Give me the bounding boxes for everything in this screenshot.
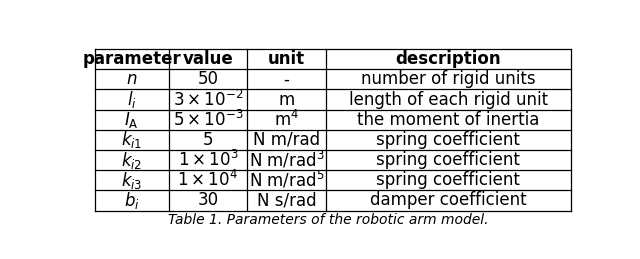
Text: number of rigid units: number of rigid units xyxy=(361,70,536,88)
Text: $n$: $n$ xyxy=(126,70,138,88)
Text: 30: 30 xyxy=(197,191,218,210)
Text: N m/rad$^3$: N m/rad$^3$ xyxy=(249,149,324,171)
Text: 50: 50 xyxy=(198,70,218,88)
Text: $k_{i1}$: $k_{i1}$ xyxy=(121,130,143,150)
Text: N m/rad: N m/rad xyxy=(253,131,320,149)
Text: -: - xyxy=(284,70,289,88)
Text: $k_{i3}$: $k_{i3}$ xyxy=(121,170,143,191)
Text: $k_{i2}$: $k_{i2}$ xyxy=(121,150,142,171)
Text: unit: unit xyxy=(268,50,305,68)
Text: m: m xyxy=(278,90,294,109)
Text: 5: 5 xyxy=(203,131,213,149)
Text: N m/rad$^5$: N m/rad$^5$ xyxy=(249,170,324,191)
Text: description: description xyxy=(396,50,501,68)
Text: length of each rigid unit: length of each rigid unit xyxy=(349,90,548,109)
Text: N s/rad: N s/rad xyxy=(257,191,316,210)
Text: spring coefficient: spring coefficient xyxy=(376,131,520,149)
Text: Table 1. Parameters of the robotic arm model.: Table 1. Parameters of the robotic arm m… xyxy=(168,213,488,227)
Text: $1 \times 10^{4}$: $1 \times 10^{4}$ xyxy=(177,170,239,190)
Text: value: value xyxy=(182,50,234,68)
Text: $1 \times 10^{3}$: $1 \times 10^{3}$ xyxy=(177,150,238,170)
Text: spring coefficient: spring coefficient xyxy=(376,171,520,189)
Text: $I_\mathregular{A}$: $I_\mathregular{A}$ xyxy=(124,110,139,130)
Text: damper coefficient: damper coefficient xyxy=(370,191,527,210)
Text: spring coefficient: spring coefficient xyxy=(376,151,520,169)
Text: parameter: parameter xyxy=(83,50,181,68)
Text: $b_i$: $b_i$ xyxy=(124,190,140,211)
Text: the moment of inertia: the moment of inertia xyxy=(357,111,540,129)
Text: m$^4$: m$^4$ xyxy=(274,110,299,130)
Text: $l_i$: $l_i$ xyxy=(127,89,137,110)
Text: $5 \times 10^{-3}$: $5 \times 10^{-3}$ xyxy=(173,110,243,130)
Text: $3 \times 10^{-2}$: $3 \times 10^{-2}$ xyxy=(173,89,243,110)
